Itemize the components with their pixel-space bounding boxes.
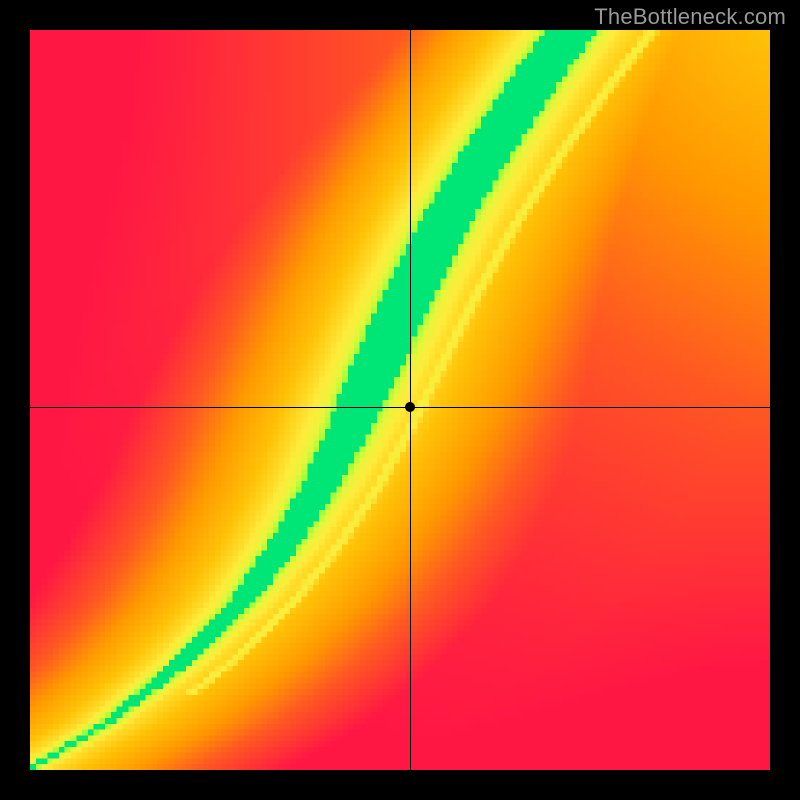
crosshair-vertical: [410, 30, 411, 770]
chart-frame: TheBottleneck.com: [0, 0, 800, 800]
plot-area: [30, 30, 770, 770]
crosshair-horizontal: [30, 407, 770, 408]
watermark-text: TheBottleneck.com: [594, 4, 786, 30]
heatmap-canvas: [30, 30, 770, 770]
